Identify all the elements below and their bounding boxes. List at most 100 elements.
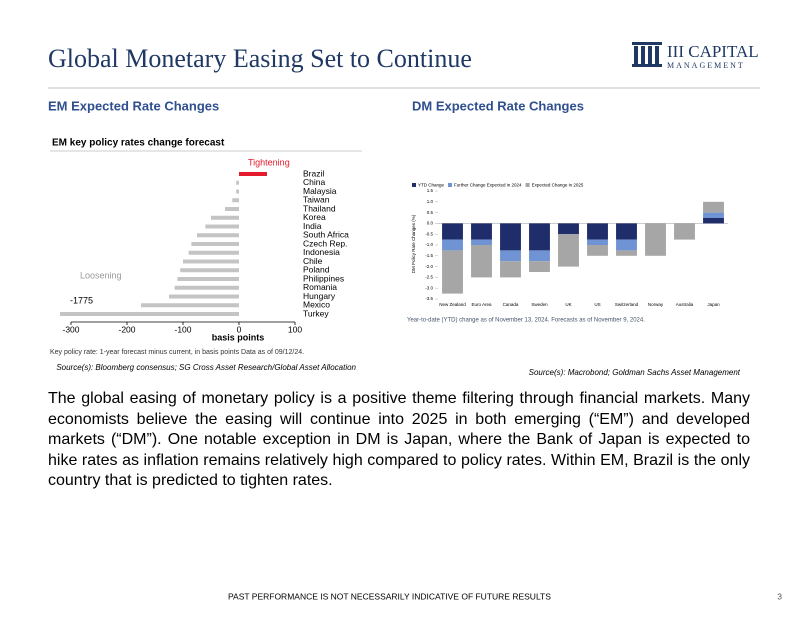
bar-segment [471,245,492,278]
bar-segment [703,201,724,213]
bar-segment [616,239,637,251]
bar [197,233,239,238]
annotation: Loosening [80,270,122,280]
x-tick-label: Euro Area [471,302,492,307]
section-title: DM Expected Rate Changes [412,98,584,113]
category-label: South Africa [303,230,349,240]
chart-note: Year-to-date (YTD) change as of November… [407,318,645,324]
category-label: Philippines [303,273,344,283]
bar [232,198,239,203]
bar [177,277,239,281]
x-tick-label: -100 [174,324,191,334]
x-tick-label: -300 [62,324,79,334]
annotation: Tightening [248,157,290,167]
category-label: India [303,221,322,231]
legend-swatch [448,183,453,187]
x-tick-label: -200 [118,324,135,334]
x-tick-label: Switzerland [615,302,639,307]
x-tick-label: 100 [288,324,302,334]
y-axis-label: DM Policy Rate Changes (%) [411,214,416,273]
bar-segment [703,212,724,218]
bar [239,172,267,176]
bar [180,268,239,273]
x-tick-label: New Zealand [439,302,466,307]
bar [141,303,239,308]
page-number: 3 [777,591,782,601]
chart-title: EM key policy rates change forecast [52,138,225,149]
category-label: Czech Rep. [303,238,347,248]
y-tick-label: 0.5 [427,210,434,215]
category-label: Malaysia [303,186,337,196]
category-label: Turkey [303,308,329,318]
section-title: EM Expected Rate Changes [48,98,219,113]
bar [236,189,239,194]
footer: PAST PERFORMANCE IS NOT NECESSARILY INDI… [228,591,551,601]
bars [60,172,267,316]
bar-segment [500,250,521,262]
category-label: Taiwan [303,195,330,205]
bar-segment [587,239,608,245]
legend-swatch [525,183,530,187]
y-tick-label: -2.5 [425,275,433,280]
logo [632,42,662,67]
bar-segment [587,245,608,256]
bar [191,242,239,246]
legend-swatch [412,183,416,187]
legend-label: YTD Change [418,183,445,188]
category-label: Korea [303,212,326,222]
legend-label: Expected Change in 2025 [532,183,584,188]
body-text: The global easing of monetary policy is … [48,390,750,489]
category-label: Thailand [303,203,336,213]
bar-segment [645,223,666,256]
bar-segment [442,223,463,240]
legend-label: Further Change Expected in 2024 [454,183,522,188]
category-label: Chile [303,256,323,266]
bar [169,294,239,299]
y-tick-label: 0.0 [427,221,434,226]
x-tick-label: Japan [707,302,720,307]
category-label: Poland [303,265,330,275]
x-tick-label: Canada [503,302,519,307]
logo-subtext: MANAGEMENT [667,61,745,70]
y-tick-label: 1.5 [427,188,434,193]
bar-segment [442,239,463,251]
bar-segment [529,250,550,262]
bar-segment [529,261,550,272]
y-tick-label: -2.0 [425,264,433,269]
x-tick-label: US [594,302,600,307]
y-tick-label: -1.5 [425,253,433,258]
annotation: -1775 [70,295,93,305]
x-tick-label: UK [565,302,571,307]
x-tick-label: Norway [648,302,664,307]
category-label: Romania [303,282,337,292]
bar-segment [616,223,637,240]
logo-text: III CAPITAL [667,42,759,61]
category-label: Indonesia [303,247,340,257]
y-tick-label: -3.5 [425,296,433,301]
category-label: Brazil [303,168,324,178]
category-label: Hungary [303,291,336,301]
bar-segment [558,223,579,235]
bar-segment [703,218,724,224]
bar-segment [471,223,492,240]
x-tick-label: 0 [237,324,242,334]
bar-segment [558,234,579,267]
x-tick-label: Australia [676,302,694,307]
bar [174,285,239,290]
bar-segment [587,223,608,240]
bar [236,180,239,185]
bar-segment [616,250,637,256]
category-label: Mexico [303,300,330,310]
y-tick-label: -0.5 [425,231,433,236]
bar-segment [471,239,492,245]
category-label: China [303,177,325,187]
bar-segment [442,250,463,294]
bar [60,312,239,316]
chart-note: Key policy rate: 1-year forecast minus c… [50,349,304,356]
y-tick-label: -3.0 [425,285,433,290]
x-axis-label: basis points [212,332,265,342]
bar [211,215,239,220]
bar [188,250,239,255]
